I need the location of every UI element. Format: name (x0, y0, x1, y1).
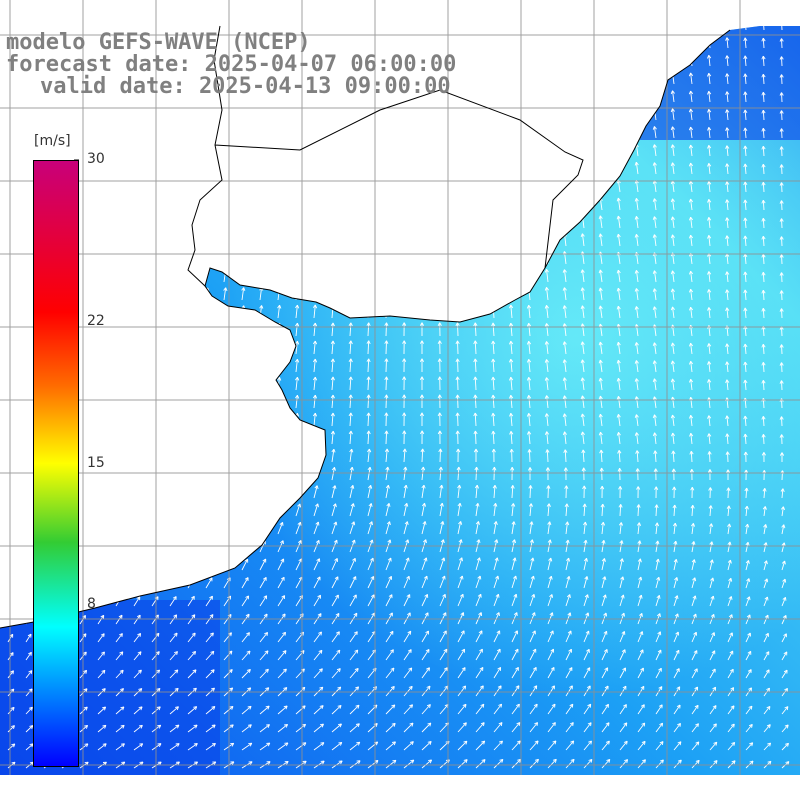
colorbar (33, 160, 79, 767)
graticule (0, 0, 800, 775)
colorbar-tick-label: 8 (87, 596, 96, 613)
colorbar-tick-label: 30 (87, 151, 105, 167)
coastline (0, 29, 731, 629)
country-border (187, 25, 584, 287)
forecast-date: forecast date: 2025-04-07 06:00:00 (6, 52, 457, 77)
colorbar-unit: [m/s] (34, 133, 71, 149)
map-title: modelo GEFS-WAVE (NCEP) (6, 30, 311, 55)
valid-date: valid date: 2025-04-13 09:00:00 (40, 74, 451, 99)
colorbar-tick-label: 15 (87, 454, 105, 471)
colorbar-tick-label: 22 (87, 312, 105, 329)
